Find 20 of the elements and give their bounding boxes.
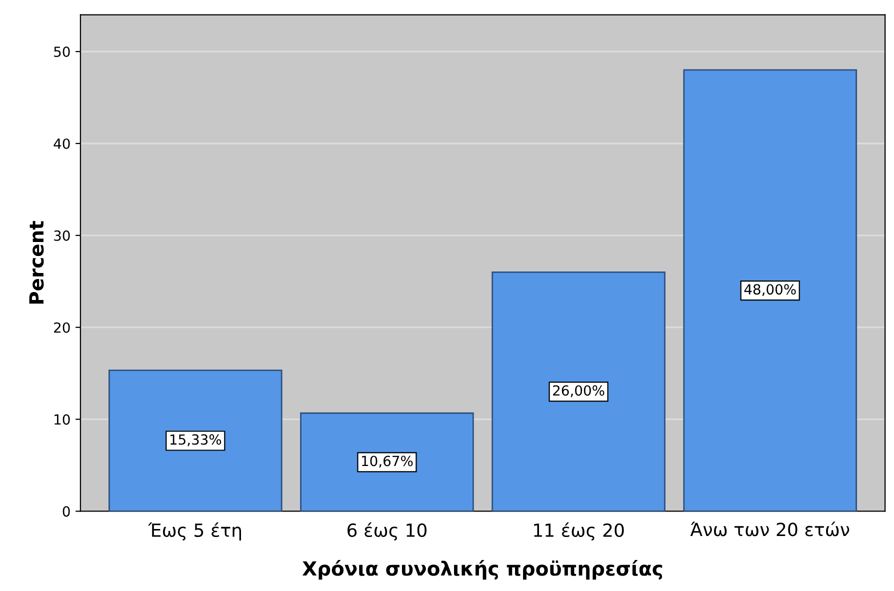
x-tick-label: 11 έως 20 (534, 522, 624, 541)
bar (108, 370, 282, 512)
data-label: 26,00% (553, 385, 604, 398)
y-tick-label: 30 (54, 230, 70, 241)
y-tick-label: 10 (54, 414, 70, 425)
y-tick-label: 0 (62, 506, 70, 517)
x-axis-title: Χρόνια συνολικής προϋπηρεσίας (302, 560, 662, 580)
x-tick-label: Έως 5 έτη (148, 522, 241, 541)
y-tick-label: 40 (54, 138, 70, 149)
y-tick-label: 50 (54, 46, 70, 58)
bar (492, 271, 666, 512)
y-axis-title: Percent (29, 221, 44, 304)
data-label: 15,33% (170, 434, 222, 446)
bar (683, 69, 858, 512)
y-tick-label: 20 (54, 322, 70, 333)
data-label: 10,67% (362, 456, 413, 468)
bar (300, 412, 474, 512)
data-label: 48,00% (744, 284, 796, 296)
x-tick-label: Άνω των 20 ετών (690, 522, 850, 536)
x-tick-label: 6 έως 10 (348, 522, 426, 541)
